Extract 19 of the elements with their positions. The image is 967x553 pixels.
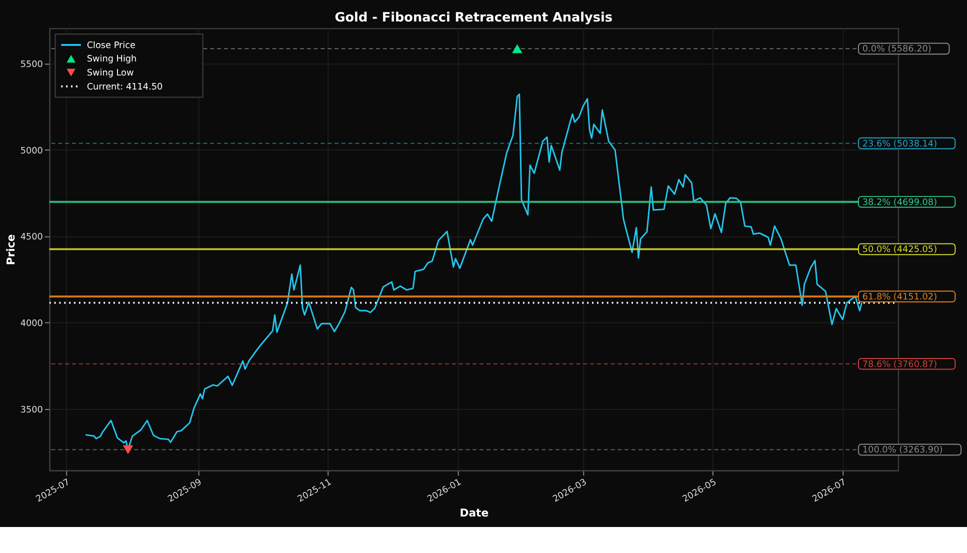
ref-line-label: 78.6% (3760.87) [862, 360, 938, 370]
legend-label: Swing Low [86, 68, 134, 79]
ref-line-label: 61.8% (4151.02) [862, 292, 938, 302]
chart-title: Gold - Fibonacci Retracement Analysis [334, 10, 613, 26]
x-axis-title: Date [460, 506, 489, 520]
y-tick-label: 4000 [20, 319, 44, 330]
y-axis-title: Price [4, 234, 18, 266]
legend-label: Current: 4114.50 [86, 82, 164, 92]
ref-line-label: 0.0% (5586.20) [862, 44, 932, 55]
ref-line-label: 23.6% (5038.14) [862, 139, 938, 150]
legend-label: Swing High [86, 54, 137, 65]
ref-line-label: 38.2% (4699.08) [862, 198, 938, 208]
y-tick-label: 3500 [20, 405, 44, 416]
y-tick-label: 5000 [20, 146, 44, 156]
y-tick-label: 4500 [20, 232, 44, 243]
ref-line-label: 50.0% (4425.05) [862, 245, 938, 256]
ref-line-label: 100.0% (3263.90) [862, 446, 943, 456]
y-tick-label: 5500 [20, 60, 44, 70]
legend-label: Close Price [86, 40, 136, 51]
